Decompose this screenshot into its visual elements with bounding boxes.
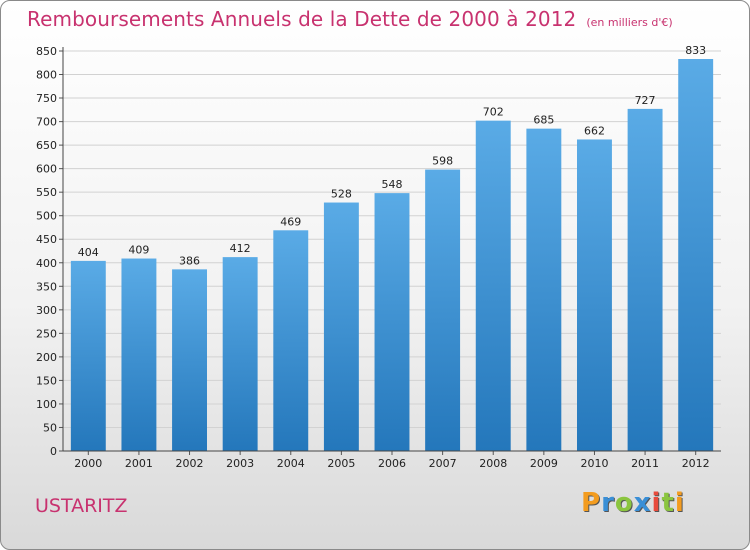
- bar-2012[interactable]: [678, 59, 714, 451]
- x-tick-label: 2011: [631, 457, 659, 470]
- bar-2010[interactable]: [576, 139, 612, 451]
- logo-letter: P: [581, 488, 602, 518]
- bar-2003[interactable]: [222, 257, 258, 451]
- y-tick-label: 650: [36, 139, 57, 152]
- data-label: 662: [584, 124, 605, 137]
- data-label: 548: [382, 178, 403, 191]
- data-labels: 404 409 386 412 469 528 548 598 702 685 662 727 833: [78, 44, 706, 267]
- bar-2008[interactable]: [475, 120, 511, 451]
- logo-letter: r: [601, 488, 615, 518]
- data-label: 409: [128, 244, 149, 257]
- town-name: USTARITZ: [35, 495, 128, 517]
- data-label: 598: [432, 155, 453, 168]
- title-row: Remboursements Annuels de la Dette de 20…: [27, 7, 673, 31]
- logo-letter: x: [633, 488, 652, 518]
- logo-letter: i: [674, 488, 685, 518]
- x-tick-label: 2003: [226, 457, 254, 470]
- bar-2009[interactable]: [526, 128, 562, 451]
- bar-chart: 0 50 100 150 200 250 300 350 400 450 500 550 600 650 7…: [36, 44, 721, 470]
- x-tick-label: 2012: [682, 457, 710, 470]
- bar-2006[interactable]: [374, 193, 410, 451]
- bar-2000[interactable]: [70, 260, 106, 451]
- data-label: 833: [685, 44, 706, 57]
- bar-2001[interactable]: [121, 258, 157, 451]
- x-tick-label: 2009: [530, 457, 558, 470]
- axes: [62, 47, 721, 452]
- y-tick-label: 250: [36, 327, 57, 340]
- y-tick-label: 150: [36, 374, 57, 387]
- x-axis-ticks: 2000 2001 2002 2003 2004 2005 2006 2007 2008 2009…: [74, 451, 710, 470]
- bar-2005[interactable]: [323, 202, 359, 451]
- logo-letter: o: [614, 488, 634, 518]
- y-axis-ticks: 0 50 100 150 200 250 300 350 400 450 500 550 600 650 7…: [36, 45, 63, 458]
- x-tick-label: 2005: [327, 457, 355, 470]
- y-tick-label: 550: [36, 186, 57, 199]
- x-tick-label: 2002: [176, 457, 204, 470]
- data-label: 469: [280, 215, 301, 228]
- y-tick-label: 100: [36, 398, 57, 411]
- bar-2011[interactable]: [627, 108, 663, 451]
- data-label: 528: [331, 188, 352, 201]
- x-tick-label: 2001: [125, 457, 153, 470]
- data-label: 386: [179, 254, 200, 267]
- y-tick-label: 750: [36, 92, 57, 105]
- chart-subtitle: (en milliers d'€): [586, 16, 673, 29]
- x-tick-label: 2007: [429, 457, 457, 470]
- x-tick-label: 2006: [378, 457, 406, 470]
- y-tick-label: 800: [36, 69, 57, 82]
- proxiti-logo[interactable]: Proxiti: [581, 488, 685, 518]
- bar-2007[interactable]: [425, 169, 461, 451]
- x-tick-label: 2000: [74, 457, 102, 470]
- data-label: 685: [533, 114, 554, 127]
- y-tick-label: 400: [36, 257, 57, 270]
- y-tick-label: 0: [50, 445, 57, 458]
- y-tick-label: 700: [36, 116, 57, 129]
- bar-2002[interactable]: [172, 269, 208, 451]
- y-tick-label: 850: [36, 45, 57, 58]
- data-label: 412: [230, 242, 251, 255]
- y-tick-label: 350: [36, 280, 57, 293]
- logo-letter: i: [651, 488, 662, 518]
- x-tick-label: 2008: [479, 457, 507, 470]
- y-tick-label: 450: [36, 233, 57, 246]
- y-tick-label: 600: [36, 163, 57, 176]
- y-tick-label: 50: [43, 421, 57, 434]
- y-tick-label: 500: [36, 210, 57, 223]
- chart-title: Remboursements Annuels de la Dette de 20…: [27, 7, 577, 31]
- bars: [70, 59, 714, 451]
- data-label: 727: [635, 94, 656, 107]
- logo-letter: t: [661, 488, 675, 518]
- data-label: 404: [78, 246, 99, 259]
- x-tick-label: 2004: [277, 457, 305, 470]
- data-label: 702: [483, 106, 504, 119]
- y-tick-label: 300: [36, 304, 57, 317]
- bar-2004[interactable]: [273, 230, 309, 451]
- x-tick-label: 2010: [580, 457, 608, 470]
- y-tick-label: 200: [36, 351, 57, 364]
